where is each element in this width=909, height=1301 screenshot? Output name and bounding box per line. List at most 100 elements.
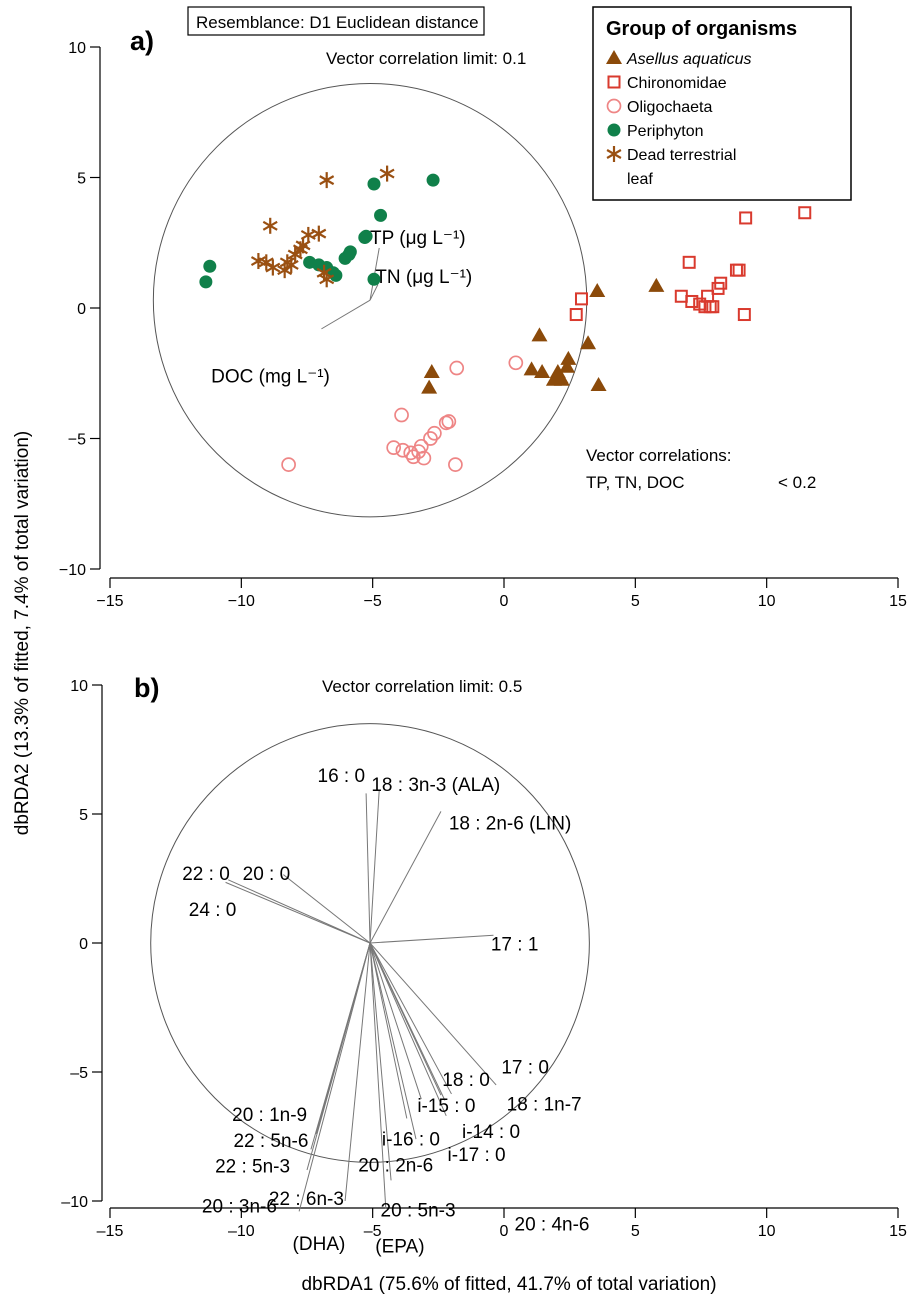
vector-label-b: 18 : 1n-7 (507, 1095, 582, 1116)
b-y-tick-label: 10 (70, 678, 88, 695)
vector-correlations-vars: TP, TN, DOC (586, 473, 685, 492)
point-circle-open (394, 407, 409, 423)
vector-label-b: 17 : 0 (501, 1057, 549, 1078)
vector-label-a: TP (μg L⁻¹) (370, 228, 466, 249)
point-square-open (714, 276, 728, 290)
point-square-open (739, 211, 753, 225)
point-circle-open (416, 450, 432, 466)
point-circle-open (449, 360, 465, 376)
point-triangle (560, 350, 577, 365)
vector-limit-label-a: Vector correlation limit: 0.1 (326, 49, 526, 68)
b-x-tick-label: –15 (97, 1223, 124, 1240)
point-triangle (423, 363, 440, 378)
point-square-open (706, 300, 720, 314)
point-asterisk-stroke (292, 244, 308, 255)
vector-b (370, 934, 494, 944)
point-square-open (574, 292, 588, 306)
vector-label-b: (DHA) (293, 1234, 346, 1255)
point-circle-open (403, 445, 419, 461)
b-x-tick-label: 5 (631, 1223, 640, 1240)
a-x-tick-label: 15 (889, 593, 907, 610)
vector-label-b: i-14 : 0 (462, 1122, 520, 1143)
legend-label: Dead terrestrial (627, 147, 736, 164)
point-triangle (580, 335, 597, 350)
vector-label-b: 22 : 6n-3 (269, 1189, 344, 1210)
legend-label-cont: leaf (627, 171, 653, 188)
legend-marker-square-open (607, 75, 621, 89)
vector-b (369, 942, 497, 1086)
point-asterisk (265, 259, 281, 276)
legend-marker-circle-open (606, 98, 622, 114)
a-x-tick-label: 0 (500, 593, 509, 610)
vector-label-b: 22 : 5n-6 (233, 1131, 308, 1152)
vector-b (369, 942, 422, 1100)
point-asterisk (258, 254, 274, 271)
legend-box (592, 6, 852, 201)
legend-marker-circle (607, 123, 621, 137)
point-triangle (523, 361, 540, 376)
point-circle (329, 268, 343, 282)
vector-correlations-title: Vector correlations: (586, 446, 732, 465)
a-y-tick-label: 10 (68, 40, 86, 57)
point-circle (343, 245, 357, 259)
legend-label: Chironomidae (627, 75, 727, 92)
point-triangle (559, 358, 576, 373)
point-circle (359, 229, 373, 243)
point-asterisk (311, 225, 327, 242)
plot-area-a: TP (μg L⁻¹) TN (μg L⁻¹) DOC (mg L⁻¹) (152, 82, 812, 518)
point-triangle (531, 327, 548, 342)
legend-marker-asterisk-stroke (606, 149, 622, 159)
point-circle (199, 275, 213, 289)
vector-label-b: 20 : 3n-6 (202, 1197, 277, 1218)
point-asterisk-stroke (319, 175, 335, 186)
point-asterisk-stroke (311, 228, 327, 239)
a-y-tick-label: 5 (77, 171, 86, 188)
panel-b: b) Vector correlation limit: 0.5 –15 –10–… (61, 673, 907, 1258)
point-triangle (648, 277, 665, 292)
a-x-tick-label: 5 (631, 593, 640, 610)
vector-label-b: 20 : 4n-6 (515, 1215, 590, 1236)
resemblance-label: Resemblance: D1 Euclidean distance (196, 13, 479, 32)
legend-marker-asterisk (606, 146, 622, 162)
vector-label-b: 18 : 3n-3 (ALA) (371, 775, 500, 796)
b-x-tick-label: 0 (500, 1223, 509, 1240)
vector-b (369, 942, 392, 1181)
point-circle-open (406, 449, 421, 465)
vector-b (369, 942, 417, 1140)
point-circle-open (386, 440, 402, 455)
point-circle (374, 208, 388, 222)
point-circle (367, 177, 381, 191)
vector-label-b: 20 : 0 (243, 864, 291, 885)
legend-label: Periphyton (627, 123, 704, 140)
vector-b (365, 793, 371, 944)
vector-b (369, 942, 447, 1117)
vector-b (369, 789, 380, 944)
plot-area-b: 16 : 0 18 : 3n-3 (ALA) 18 : 2n-6 (LIN) 22 :… (150, 723, 590, 1258)
vector-label-b: 18 : 2n-6 (LIN) (449, 813, 571, 834)
vector-label-b: i-17 : 0 (448, 1145, 506, 1166)
a-y-tick-label: 0 (77, 301, 86, 318)
vector-label-b: (EPA) (375, 1237, 424, 1258)
point-asterisk-stroke (277, 265, 293, 276)
vector-label-b: 18 : 0 (442, 1070, 490, 1091)
b-x-tick-label: 10 (758, 1223, 776, 1240)
b-x-tick-label: –5 (364, 1223, 382, 1240)
vector-limit-label-b: Vector correlation limit: 0.5 (322, 677, 522, 696)
vector-correlations-value: < 0.2 (778, 473, 816, 492)
point-circle-open (508, 355, 524, 371)
vector-label-a: DOC (mg L⁻¹) (211, 366, 330, 387)
vector-label-b: 20 : 2n-6 (358, 1155, 433, 1176)
point-square-open (682, 255, 696, 269)
b-y-tick-label: –5 (70, 1065, 88, 1082)
point-asterisk (319, 271, 335, 288)
resemblance-box (187, 6, 485, 36)
point-asterisk-stroke (265, 262, 281, 273)
point-circle-open (441, 414, 457, 429)
vector-a (369, 284, 379, 301)
point-square-open (737, 308, 751, 322)
vector-label-b: 17 : 1 (491, 935, 539, 956)
point-circle-open (427, 425, 442, 441)
b-x-tick-label: 15 (889, 1223, 907, 1240)
point-asterisk-stroke (379, 168, 395, 179)
